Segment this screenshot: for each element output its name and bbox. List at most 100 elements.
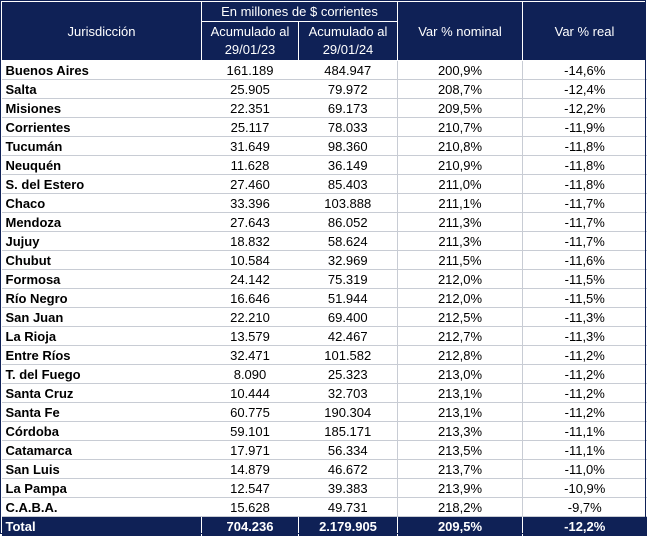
cell-acumulado-2023: 12.547 [201,478,299,498]
cell-jurisdiccion: Río Negro [1,288,202,308]
cell-var-real: -11,5% [522,269,647,289]
table-row: S. del Estero 27.460 85.403 211,0% -11,8% [1,174,647,194]
header-acumulado-2024: Acumulado al 29/01/24 [298,21,398,61]
cell-acumulado-2023: 59.101 [201,421,299,441]
total-var-real: -12,2% [522,516,647,536]
cell-var-nominal: 211,3% [397,231,523,251]
cell-acumulado-2023: 14.879 [201,459,299,479]
cell-var-real: -11,5% [522,288,647,308]
table-row: Jujuy 18.832 58.624 211,3% -11,7% [1,231,647,251]
cell-acumulado-2023: 25.117 [201,117,299,137]
cell-acumulado-2023: 18.832 [201,231,299,251]
table-row: Corrientes 25.117 78.033 210,7% -11,9% [1,117,647,137]
cell-jurisdiccion: Jujuy [1,231,202,251]
table-row: Buenos Aires 161.189 484.947 200,9% -14,6% [1,60,647,80]
cell-var-nominal: 213,1% [397,402,523,422]
cell-var-real: -11,7% [522,193,647,213]
cell-var-real: -11,8% [522,155,647,175]
cell-acumulado-2024: 69.400 [298,307,398,327]
cell-acumulado-2024: 25.323 [298,364,398,384]
cell-jurisdiccion: San Luis [1,459,202,479]
cell-var-real: -11,2% [522,402,647,422]
cell-jurisdiccion: La Rioja [1,326,202,346]
cell-var-real: -11,7% [522,212,647,232]
cell-acumulado-2023: 8.090 [201,364,299,384]
cell-acumulado-2024: 101.582 [298,345,398,365]
cell-var-real: -11,8% [522,174,647,194]
cell-var-real: -11,2% [522,383,647,403]
table-row: Salta 25.905 79.972 208,7% -12,4% [1,79,647,99]
cell-var-real: -9,7% [522,497,647,517]
cell-var-nominal: 209,5% [397,98,523,118]
cell-acumulado-2024: 69.173 [298,98,398,118]
cell-var-real: -12,4% [522,79,647,99]
cell-acumulado-2023: 11.628 [201,155,299,175]
cell-var-nominal: 218,2% [397,497,523,517]
cell-acumulado-2024: 49.731 [298,497,398,517]
cell-acumulado-2023: 15.628 [201,497,299,517]
cell-var-nominal: 213,3% [397,421,523,441]
cell-acumulado-2024: 98.360 [298,136,398,156]
cell-jurisdiccion: C.A.B.A. [1,497,202,517]
cell-var-nominal: 212,5% [397,307,523,327]
cell-var-nominal: 212,0% [397,288,523,308]
cell-acumulado-2023: 22.210 [201,307,299,327]
cell-jurisdiccion: Mendoza [1,212,202,232]
cell-acumulado-2024: 56.334 [298,440,398,460]
table-row: Mendoza 27.643 86.052 211,3% -11,7% [1,212,647,232]
cell-jurisdiccion: Neuquén [1,155,202,175]
cell-acumulado-2024: 75.319 [298,269,398,289]
table-body: Buenos Aires 161.189 484.947 200,9% -14,6% Sa… [1,60,647,517]
cell-acumulado-2024: 32.703 [298,383,398,403]
cell-acumulado-2023: 16.646 [201,288,299,308]
cell-jurisdiccion: La Pampa [1,478,202,498]
header-var-nominal: Var % nominal [397,1,523,61]
cell-acumulado-2023: 10.444 [201,383,299,403]
header-group-millones: En millones de $ corrientes [201,1,398,22]
total-acumulado-2023: 704.236 [201,516,299,536]
cell-var-nominal: 213,7% [397,459,523,479]
cell-var-nominal: 211,1% [397,193,523,213]
cell-var-nominal: 210,7% [397,117,523,137]
cell-jurisdiccion: Catamarca [1,440,202,460]
cell-acumulado-2024: 190.304 [298,402,398,422]
cell-acumulado-2024: 185.171 [298,421,398,441]
cell-acumulado-2023: 22.351 [201,98,299,118]
header-acumulado-2023: Acumulado al 29/01/23 [201,21,299,61]
cell-jurisdiccion: Formosa [1,269,202,289]
cell-var-nominal: 210,9% [397,155,523,175]
table-row: T. del Fuego 8.090 25.323 213,0% -11,2% [1,364,647,384]
cell-acumulado-2024: 58.624 [298,231,398,251]
cell-var-nominal: 213,9% [397,478,523,498]
cell-jurisdiccion: Santa Cruz [1,383,202,403]
cell-jurisdiccion: Chubut [1,250,202,270]
cell-jurisdiccion: Santa Fe [1,402,202,422]
cell-acumulado-2024: 86.052 [298,212,398,232]
table-row: Entre Ríos 32.471 101.582 212,8% -11,2% [1,345,647,365]
cell-var-real: -11,0% [522,459,647,479]
cell-var-real: -11,6% [522,250,647,270]
cell-jurisdiccion: Corrientes [1,117,202,137]
cell-acumulado-2024: 78.033 [298,117,398,137]
cell-acumulado-2024: 36.149 [298,155,398,175]
cell-var-nominal: 213,1% [397,383,523,403]
cell-var-nominal: 212,8% [397,345,523,365]
table-row: Córdoba 59.101 185.171 213,3% -11,1% [1,421,647,441]
cell-acumulado-2023: 25.905 [201,79,299,99]
cell-jurisdiccion: San Juan [1,307,202,327]
cell-var-nominal: 212,7% [397,326,523,346]
cell-var-real: -11,7% [522,231,647,251]
header-jurisdiccion: Jurisdicción [1,1,202,61]
cell-jurisdiccion: S. del Estero [1,174,202,194]
table-row: Misiones 22.351 69.173 209,5% -12,2% [1,98,647,118]
table-row: San Juan 22.210 69.400 212,5% -11,3% [1,307,647,327]
cell-acumulado-2024: 32.969 [298,250,398,270]
cell-acumulado-2023: 32.471 [201,345,299,365]
total-var-nominal: 209,5% [397,516,523,536]
cell-var-real: -12,2% [522,98,647,118]
cell-acumulado-2023: 10.584 [201,250,299,270]
cell-var-real: -11,8% [522,136,647,156]
cell-var-real: -11,1% [522,440,647,460]
cell-var-real: -11,1% [522,421,647,441]
